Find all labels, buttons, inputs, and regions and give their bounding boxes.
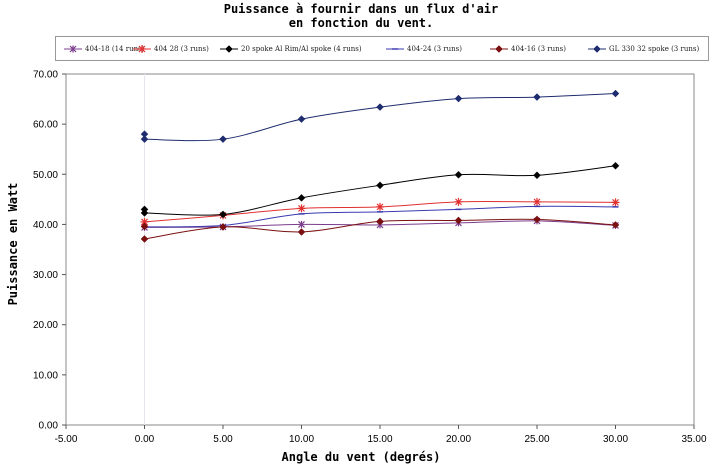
data-point [454, 170, 463, 179]
data-point [376, 217, 384, 226]
legend-swatch [588, 45, 606, 53]
data-point [219, 223, 227, 231]
data-point [140, 235, 149, 243]
y-tick-label: 10.00 [33, 370, 58, 381]
data-point [454, 216, 463, 225]
legend-swatch [64, 45, 82, 53]
legend-swatch [133, 45, 151, 53]
series-3 [140, 161, 620, 219]
x-tick-label: 35.00 [681, 434, 706, 445]
y-tick-label: 30.00 [33, 270, 58, 281]
legend-marker [225, 45, 233, 53]
data-point [219, 210, 227, 219]
legend-swatch [490, 45, 508, 53]
plot-frame [65, 73, 695, 426]
data-point [376, 181, 384, 190]
x-tick-label: 25.00 [524, 434, 549, 445]
legend-label: 20 spoke Al Rim/Al spoke (4 runs) [241, 45, 362, 53]
data-point [454, 197, 463, 206]
x-tick-label: 20.00 [446, 434, 471, 445]
legend-label: 404-18 (14 runs) [85, 45, 145, 53]
x-tick-label: 10.00 [289, 434, 314, 445]
data-point [611, 221, 620, 229]
legend-label: 404-24 (3 runs) [407, 45, 462, 53]
legend-marker [495, 45, 503, 53]
data-point [140, 209, 149, 217]
legend-item: 404-18 (14 runs) [64, 43, 144, 55]
x-axis-title: Angle du vent (degrés) [281, 450, 441, 464]
series-6 [140, 89, 620, 144]
data-point [454, 94, 463, 103]
data-point [611, 161, 620, 170]
data-point [140, 217, 149, 226]
data-point [533, 171, 541, 180]
y-tick-label: 20.00 [33, 320, 58, 331]
x-tick-label: 30.00 [603, 434, 628, 445]
data-point [611, 89, 620, 98]
data-point [297, 115, 306, 123]
legend-item: GL 330 32 spoke (3 runs) [588, 43, 699, 55]
data-point [219, 135, 227, 144]
data-point [140, 222, 149, 231]
legend-marker [593, 45, 601, 53]
legend-item: 404-16 (3 runs) [490, 43, 566, 55]
data-point [533, 215, 541, 224]
chart-title-line-1: Puissance à fournir dans un flux d'air [223, 2, 499, 16]
y-tick-label: 0.00 [39, 421, 59, 432]
legend-label: 404 28 (3 runs) [154, 45, 209, 53]
x-tick-label: 15.00 [367, 434, 392, 445]
legend-swatch [220, 45, 238, 53]
legend-item: 404 28 (3 runs) [133, 43, 209, 55]
legend-label: 404-16 (3 runs) [511, 45, 566, 53]
legend-marker [69, 45, 77, 53]
data-point [533, 93, 541, 101]
series-5 [140, 215, 620, 243]
legend-item: 404-24 (3 runs) [386, 43, 462, 55]
data-point [140, 135, 149, 144]
x-tick-label: -5.00 [55, 434, 78, 445]
y-tick-label: 70.00 [33, 70, 58, 81]
legend-item: 20 spoke Al Rim/Al spoke (4 runs) [220, 43, 362, 55]
legend-marker [138, 45, 146, 53]
y-tick-label: 60.00 [33, 120, 58, 131]
x-tick-label: 5.00 [213, 434, 233, 445]
legend-swatch [386, 48, 404, 50]
x-tick-label: 0.00 [135, 434, 155, 445]
data-point [298, 220, 305, 228]
y-tick-label: 40.00 [33, 220, 58, 231]
data-point [533, 197, 541, 206]
data-point [297, 228, 306, 236]
chart-title-line-2: en fonction du vent. [288, 16, 434, 30]
legend: 404-18 (14 runs) 404 28 (3 runs) 20 spoke … [55, 36, 709, 61]
data-point [376, 103, 384, 111]
y-tick-label: 50.00 [33, 170, 58, 181]
y-axis-title: Puissance en Watt [6, 182, 20, 306]
data-point [297, 204, 306, 213]
data-point [611, 198, 620, 207]
legend-label: GL 330 32 spoke (3 runs) [609, 45, 700, 53]
data-point [297, 193, 306, 202]
data-point [376, 202, 384, 211]
